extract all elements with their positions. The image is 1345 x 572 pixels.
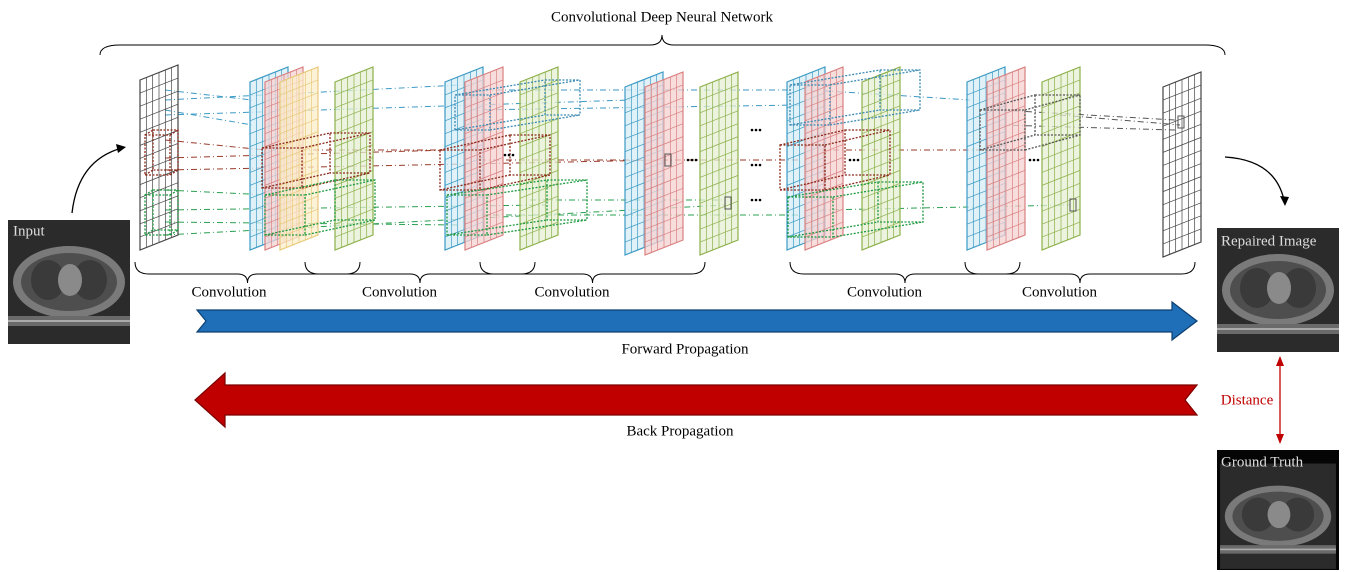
layers: [135, 65, 1201, 283]
stage-label: Convolution: [535, 284, 611, 300]
feature-map: [335, 67, 373, 250]
ellipsis-dot: [755, 199, 758, 202]
stage-brace: [135, 262, 360, 283]
diagram: Convolutional Deep Neural Network Input …: [0, 0, 1345, 572]
kernel-cell: [1178, 116, 1184, 128]
stage-label: Convolution: [362, 284, 438, 300]
output-arrowhead: [1280, 196, 1289, 206]
ellipsis-dot: [504, 154, 507, 157]
stage-brace: [965, 262, 1195, 283]
ellipsis-dot: [512, 154, 515, 157]
connection: [165, 100, 630, 115]
connection: [165, 160, 665, 170]
ellipsis-dot: [1029, 159, 1032, 162]
input-arrow: [72, 148, 122, 213]
ellipsis-dot: [508, 154, 511, 157]
forward-label: Forward Propagation: [621, 341, 749, 357]
ellipsis-dot: [759, 129, 762, 132]
ellipsis-dot: [751, 129, 754, 132]
output-arrow: [1225, 157, 1284, 200]
ground-truth-label: Ground Truth: [1221, 454, 1304, 470]
back-arrow: [195, 373, 1197, 427]
stage-brace: [790, 262, 1020, 283]
feature-map: [520, 67, 558, 250]
forward-arrow: [197, 302, 1197, 340]
ellipsis-dot: [857, 159, 860, 162]
ellipsis-dot: [691, 159, 694, 162]
feature-map: [280, 67, 318, 250]
connection: [1000, 125, 1175, 130]
ellipsis-dot: [1037, 159, 1040, 162]
ellipsis-dot: [759, 164, 762, 167]
ellipsis-dot: [759, 199, 762, 202]
stage-label: Convolution: [1022, 284, 1098, 300]
kernel-front: [145, 195, 170, 235]
stage-label: Convolution: [847, 284, 923, 300]
top-brace: [100, 35, 1225, 55]
feature-map: [645, 72, 683, 255]
connection: [1000, 110, 1175, 120]
input-arrowhead: [116, 144, 126, 153]
title: Convolutional Deep Neural Network: [551, 9, 774, 25]
ellipsis-dot: [755, 164, 758, 167]
feature-map: [987, 67, 1025, 250]
ellipsis-dot: [755, 129, 758, 132]
stage-label: Convolution: [192, 284, 268, 300]
feature-map: [140, 65, 178, 250]
ground-truth-image: [1220, 464, 1336, 569]
back-label: Back Propagation: [626, 423, 734, 439]
ellipsis-dot: [751, 164, 754, 167]
distance-label: Distance: [1221, 392, 1274, 408]
output-label: Repaired Image: [1221, 233, 1317, 249]
ellipsis-dot: [695, 159, 698, 162]
stage-brace: [480, 262, 705, 283]
ellipsis-dot: [687, 159, 690, 162]
stage-brace: [305, 262, 535, 283]
ellipsis-dot: [751, 199, 754, 202]
feature-map: [1163, 72, 1201, 257]
ellipsis-dot: [1033, 159, 1036, 162]
feature-map: [805, 67, 843, 250]
ellipsis-dot: [849, 159, 852, 162]
feature-map: [700, 72, 738, 255]
ellipsis-dot: [853, 159, 856, 162]
kernel-edge: [170, 130, 178, 135]
distance-arrowhead: [1276, 434, 1284, 444]
connection: [820, 205, 1070, 210]
distance-arrowhead: [1276, 356, 1284, 366]
input-label: Input: [13, 223, 45, 239]
